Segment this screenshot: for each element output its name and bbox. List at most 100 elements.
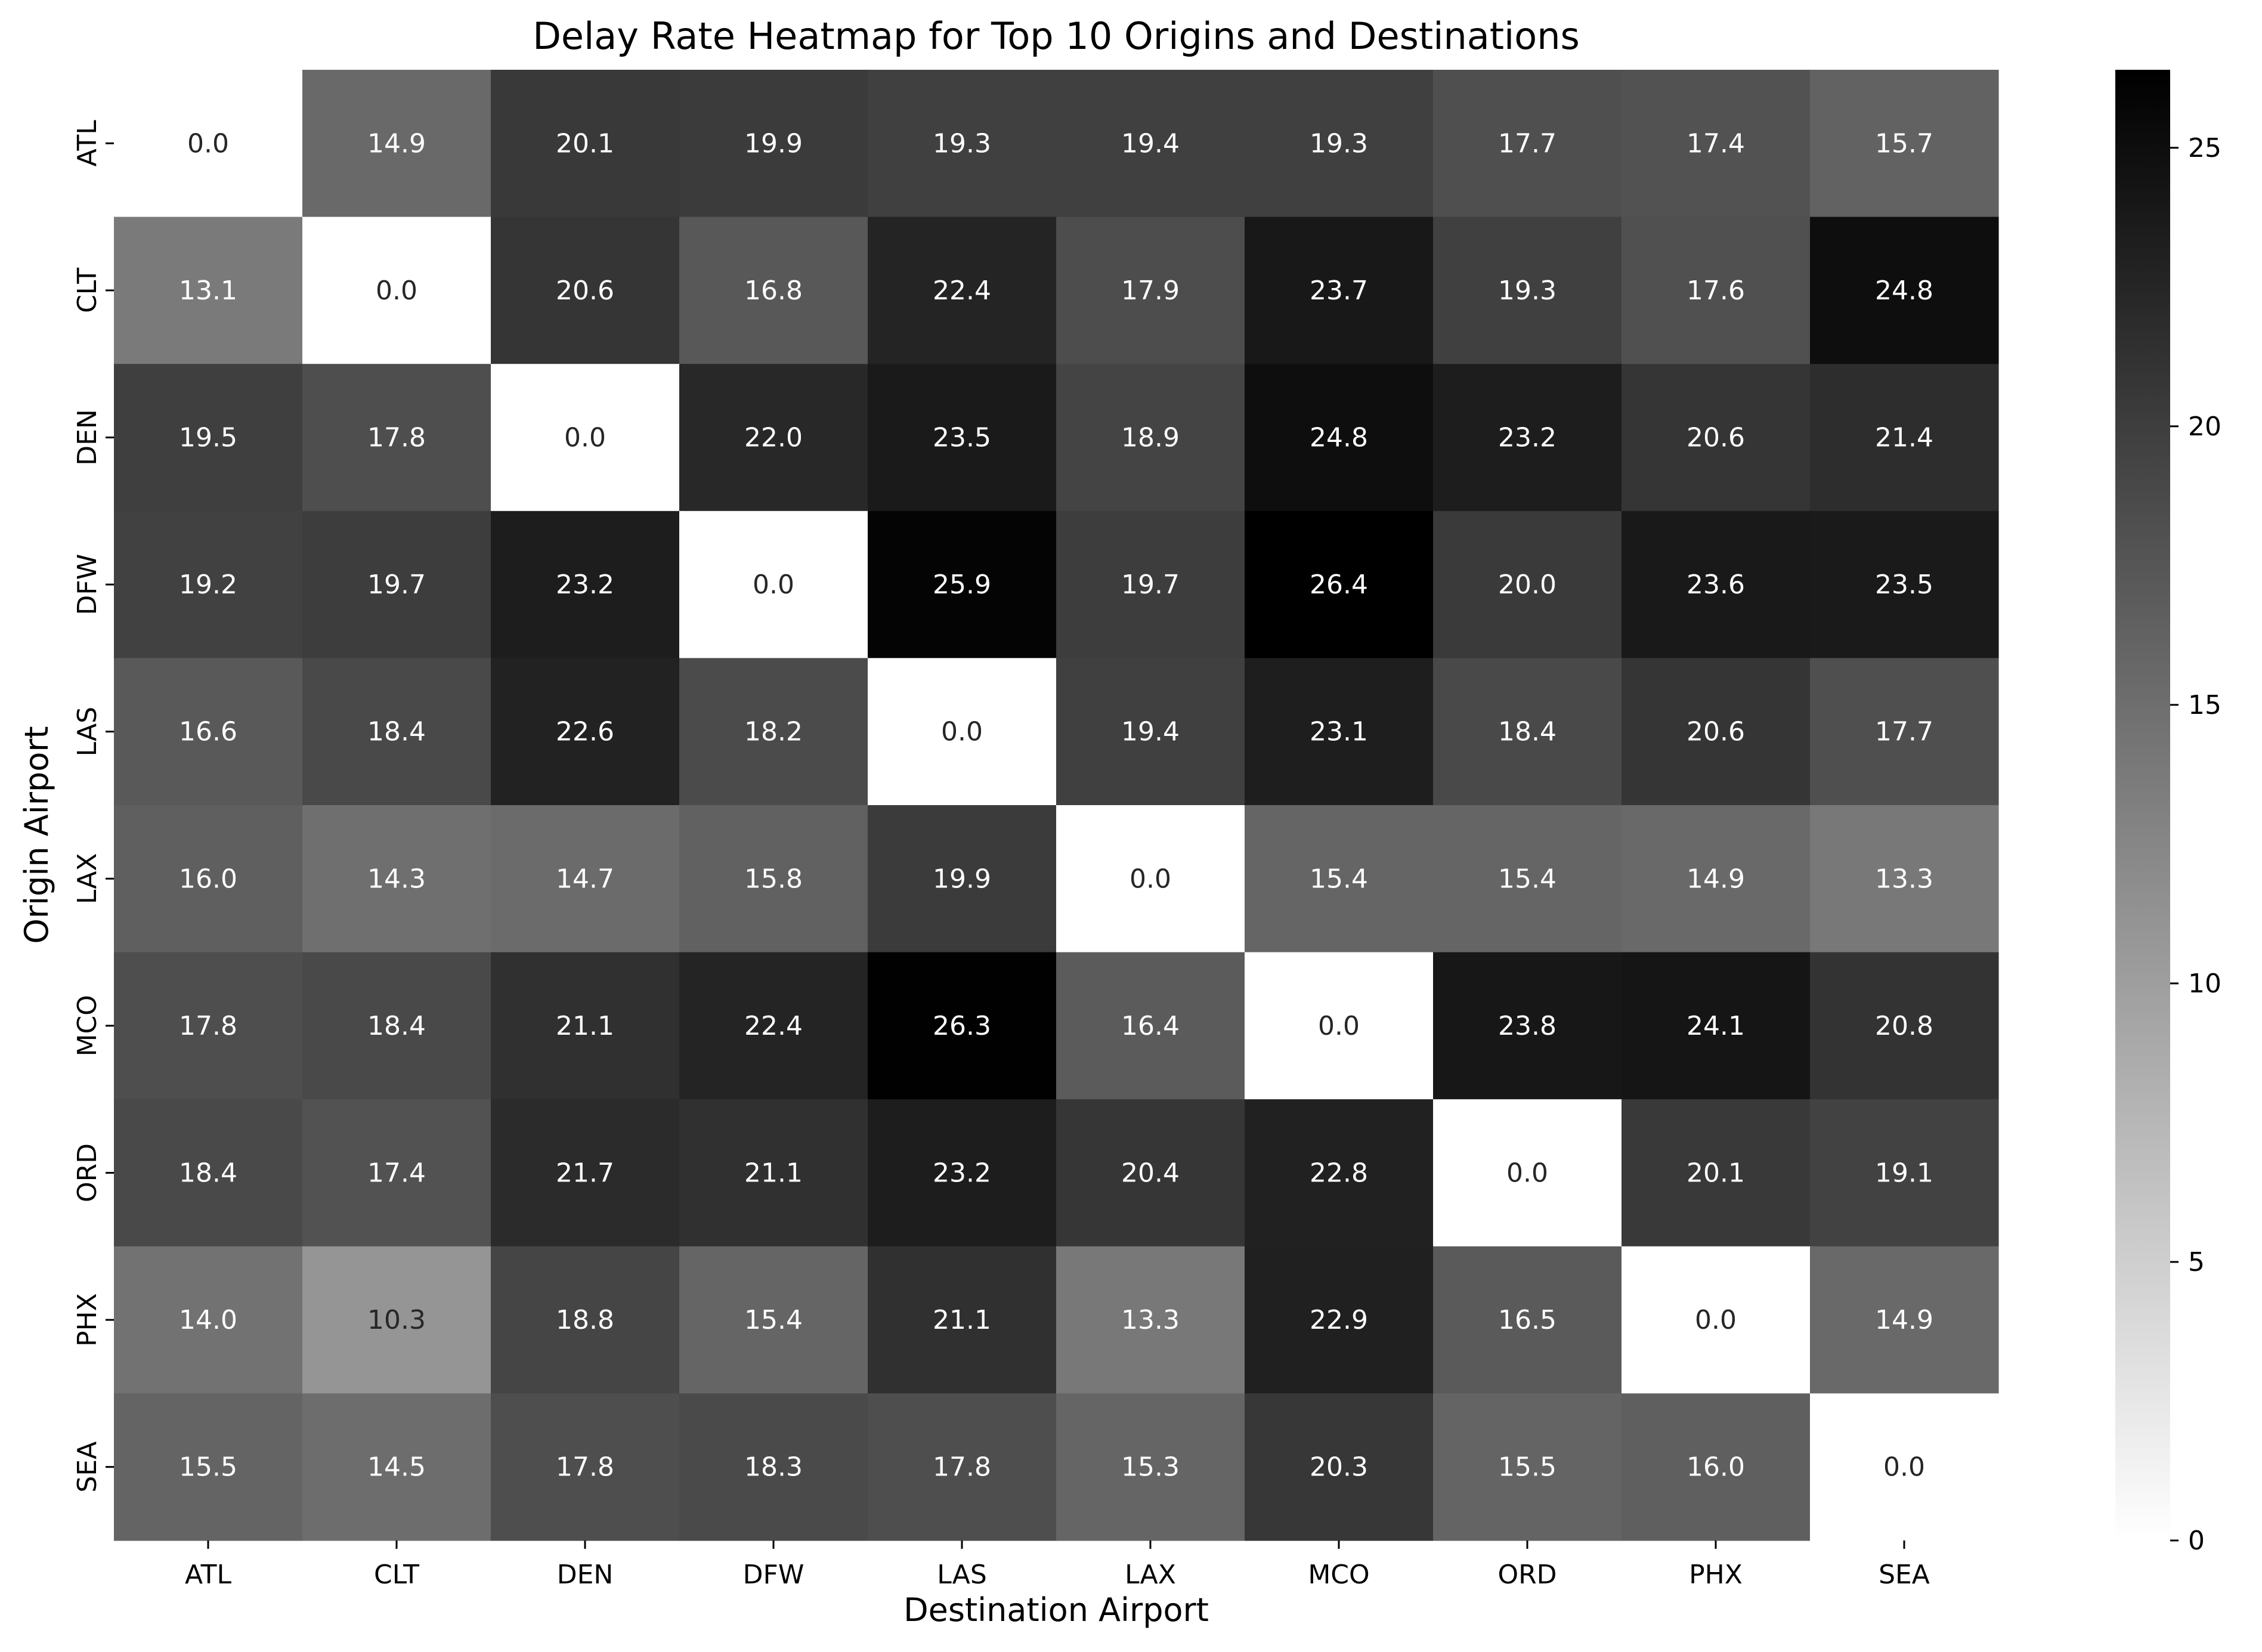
heatmap-cell xyxy=(679,364,868,512)
heatmap-cell xyxy=(1810,1393,1999,1541)
cell-value-label: 0.0 xyxy=(1318,1011,1360,1041)
heatmap-cell xyxy=(491,364,680,512)
heatmap-cell xyxy=(1056,658,1245,806)
cell-value-label: 15.5 xyxy=(1498,1452,1557,1483)
heatmap-cell xyxy=(491,805,680,953)
heatmap-cell xyxy=(302,1393,491,1541)
cell-value-label: 20.6 xyxy=(1687,423,1745,453)
cell-value-label: 15.4 xyxy=(744,1305,803,1335)
heatmap-cell xyxy=(1056,70,1245,218)
cell-value-label: 21.4 xyxy=(1875,423,1933,453)
cell-value-label: 17.7 xyxy=(1498,128,1557,159)
heatmap-cell xyxy=(1245,216,1434,364)
heatmap-cell xyxy=(1433,511,1622,658)
heatmap-cell xyxy=(1810,511,1999,658)
colorbar-tick-label: 15 xyxy=(2188,690,2221,720)
cell-value-label: 21.1 xyxy=(744,1158,803,1189)
cell-value-label: 23.7 xyxy=(1310,276,1368,306)
heatmap-cell xyxy=(114,658,303,806)
cell-value-label: 24.1 xyxy=(1687,1011,1745,1041)
heatmap-cell xyxy=(1433,1393,1622,1541)
heatmap-cell xyxy=(1810,658,1999,806)
heatmap-cell xyxy=(868,952,1057,1100)
heatmap-cell xyxy=(1433,364,1622,512)
cell-value-label: 23.8 xyxy=(1498,1011,1557,1041)
cell-value-label: 19.7 xyxy=(1121,570,1180,600)
cell-value-label: 0.0 xyxy=(1695,1305,1737,1335)
heatmap-cell xyxy=(302,1246,491,1394)
cell-value-label: 23.5 xyxy=(933,423,991,453)
x-axis: ATL CLT DEN DFW LAS LAX MCO ORD PHX SEA xyxy=(185,1540,1930,1590)
heatmap-cell xyxy=(114,1393,303,1541)
heatmap-cell xyxy=(679,952,868,1100)
heatmap-cell xyxy=(1622,216,1811,364)
cell-value-label: 22.9 xyxy=(1310,1305,1368,1335)
heatmap-cell xyxy=(868,1099,1057,1247)
cell-value-label: 26.3 xyxy=(933,1011,991,1041)
cell-value-label: 19.1 xyxy=(1875,1158,1933,1189)
heatmap-cell xyxy=(1245,511,1434,658)
cell-value-label: 21.1 xyxy=(933,1305,991,1335)
cell-value-label: 15.8 xyxy=(744,864,803,894)
cell-value-label: 0.0 xyxy=(564,423,606,453)
heatmap-cell xyxy=(114,216,303,364)
cell-value-label: 24.8 xyxy=(1875,276,1933,306)
cell-value-label: 20.1 xyxy=(1687,1158,1745,1189)
x-tick-label: ATL xyxy=(185,1560,232,1590)
cell-value-label: 14.5 xyxy=(367,1452,426,1483)
cell-value-label: 14.9 xyxy=(1875,1305,1933,1335)
cell-value-label: 23.2 xyxy=(933,1158,991,1189)
cell-value-label: 0.0 xyxy=(1883,1452,1925,1483)
heatmap-cell xyxy=(679,70,868,218)
heatmap-cell xyxy=(679,1099,868,1247)
heatmap-cell xyxy=(868,658,1057,806)
cell-value-label: 15.3 xyxy=(1121,1452,1180,1483)
heatmap-cell xyxy=(114,70,303,218)
cell-value-label: 13.1 xyxy=(179,276,237,306)
cell-value-label: 17.8 xyxy=(556,1452,614,1483)
cell-value-label: 16.5 xyxy=(1498,1305,1557,1335)
heatmap-cell xyxy=(302,70,491,218)
heatmap-cell xyxy=(491,1393,680,1541)
colorbar-tick-label: 25 xyxy=(2188,133,2221,163)
heatmap-cell xyxy=(1245,1246,1434,1394)
cell-value-label: 0.0 xyxy=(1506,1158,1548,1189)
cell-value-label: 16.6 xyxy=(179,717,237,747)
heatmap-cell xyxy=(1433,1099,1622,1247)
cell-value-label: 25.9 xyxy=(933,570,991,600)
cell-value-label: 18.4 xyxy=(1498,717,1557,747)
cell-value-label: 17.8 xyxy=(367,423,426,453)
cell-value-label: 16.0 xyxy=(1687,1452,1745,1483)
cell-value-label: 18.8 xyxy=(556,1305,614,1335)
cell-value-label: 22.8 xyxy=(1310,1158,1368,1189)
heatmap-cell xyxy=(1245,1393,1434,1541)
heatmap-cell xyxy=(1433,1246,1622,1394)
heatmap-cell xyxy=(1622,511,1811,658)
x-tick-label: PHX xyxy=(1689,1560,1743,1590)
colorbar-ticks: 0 5 10 15 20 25 xyxy=(2170,133,2221,1556)
cell-value-label: 17.8 xyxy=(179,1011,237,1041)
heatmap-cell xyxy=(1810,364,1999,512)
cell-value-label: 18.4 xyxy=(367,1011,426,1041)
heatmap-cell xyxy=(491,1099,680,1247)
y-tick-label: LAS xyxy=(72,707,103,757)
x-tick-label: SEA xyxy=(1879,1560,1930,1590)
heatmap-cell xyxy=(679,1246,868,1394)
cell-value-label: 14.7 xyxy=(556,864,614,894)
heatmap-cell xyxy=(679,1393,868,1541)
heatmap-cell xyxy=(1245,1099,1434,1247)
heatmap-cell xyxy=(1245,70,1434,218)
heatmap-cell xyxy=(1245,364,1434,512)
heatmap-cell xyxy=(114,952,303,1100)
heatmap-cell xyxy=(1433,805,1622,953)
heatmap-cell xyxy=(302,1099,491,1247)
y-tick-label: ATL xyxy=(72,120,103,167)
heatmap-cell xyxy=(302,952,491,1100)
y-tick-label: PHX xyxy=(72,1293,103,1347)
cell-value-label: 0.0 xyxy=(1130,864,1171,894)
heatmap-cell xyxy=(302,805,491,953)
heatmap-cell xyxy=(1810,805,1999,953)
cell-value-label: 17.6 xyxy=(1687,276,1745,306)
heatmap-cells: 0.0 14.9 20.1 19.9 19.3 19.4 19.3 17.7 17.4 15.7 1… xyxy=(114,70,1999,1541)
